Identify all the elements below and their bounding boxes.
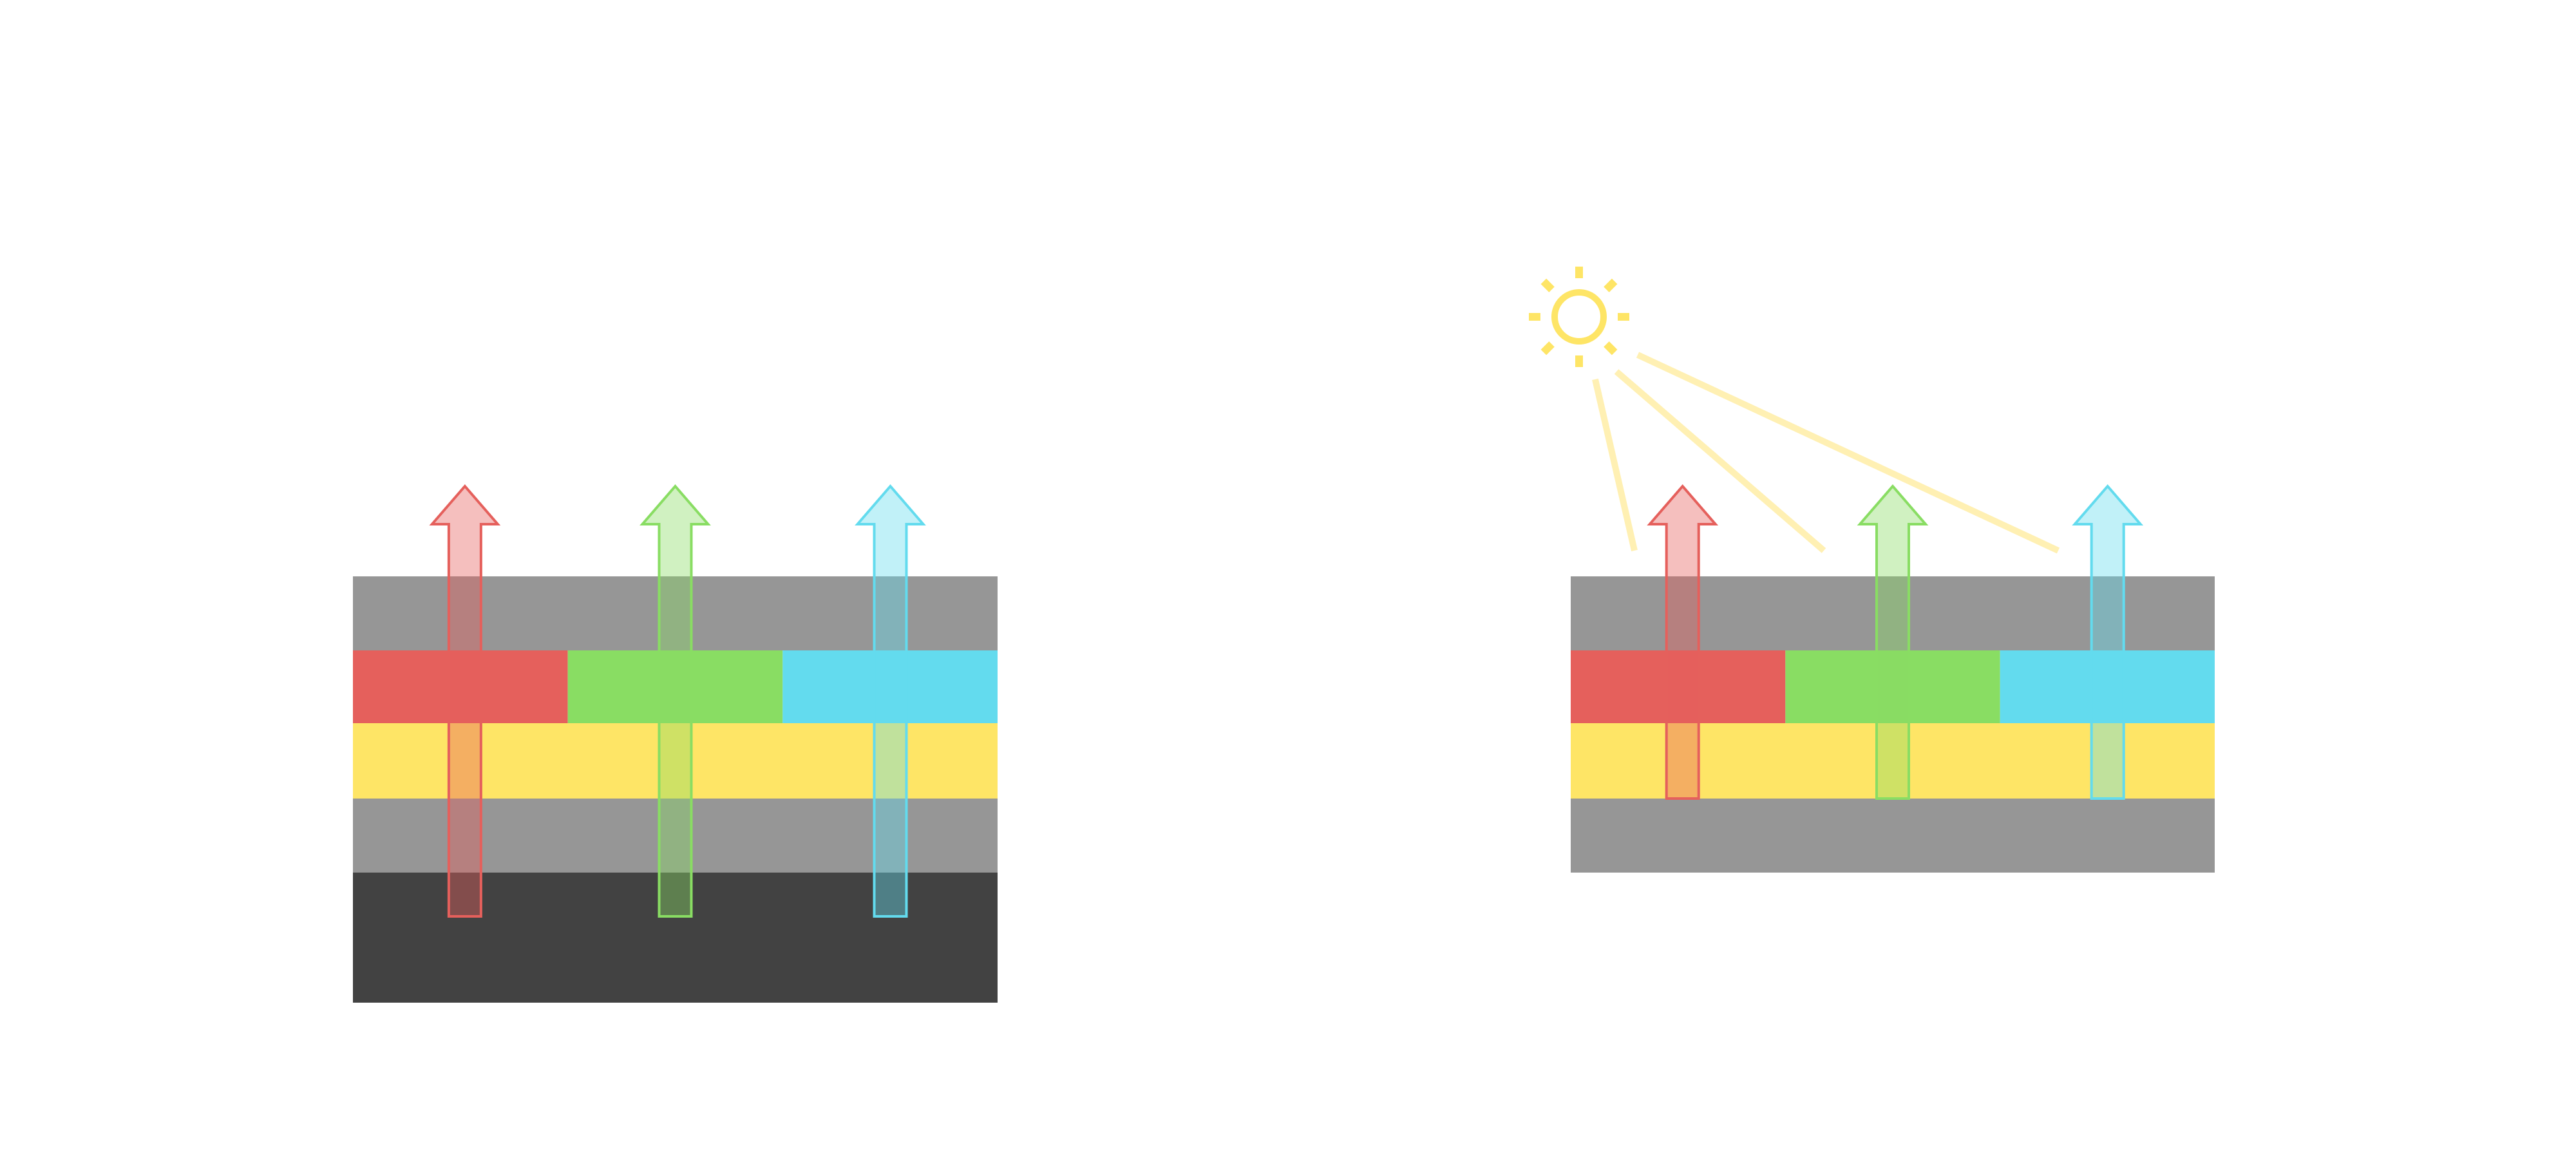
cyan-subpixel	[2000, 650, 2215, 723]
green-light-arrow	[1857, 484, 1929, 800]
red-light-arrow	[1647, 484, 1719, 800]
yellow-layer	[353, 723, 998, 799]
sun-icon	[1529, 267, 1629, 367]
sun-ray	[1540, 341, 1555, 355]
right-layer-stack	[1571, 484, 2215, 873]
bottom-gray-layer	[1571, 799, 2215, 873]
green-subpixel	[1785, 650, 2000, 723]
sun-ray	[1604, 341, 1618, 355]
ambient-light-ray	[1592, 378, 1638, 552]
cyan-subpixel	[782, 650, 998, 723]
dark-base-layer	[353, 873, 998, 1003]
red-light-arrow	[429, 484, 501, 918]
red-subpixel	[353, 650, 568, 723]
ambient-light-ray	[1614, 369, 1826, 553]
left-layer-stack	[353, 484, 998, 1003]
sun-disc	[1551, 289, 1607, 345]
yellow-layer	[1571, 723, 2215, 799]
sun-ray	[1604, 278, 1618, 292]
green-subpixel	[567, 650, 783, 723]
top-gray-layer	[353, 576, 998, 650]
bottom-gray-layer	[353, 799, 998, 873]
ambient-light-ray	[1636, 352, 2060, 554]
green-light-arrow	[639, 484, 711, 918]
light-rays	[1592, 352, 2060, 554]
top-gray-layer	[1571, 576, 2215, 650]
cyan-light-arrow	[855, 484, 926, 918]
cyan-light-arrow	[2072, 484, 2144, 800]
red-subpixel	[1571, 650, 1786, 723]
sun-ray	[1540, 278, 1555, 292]
